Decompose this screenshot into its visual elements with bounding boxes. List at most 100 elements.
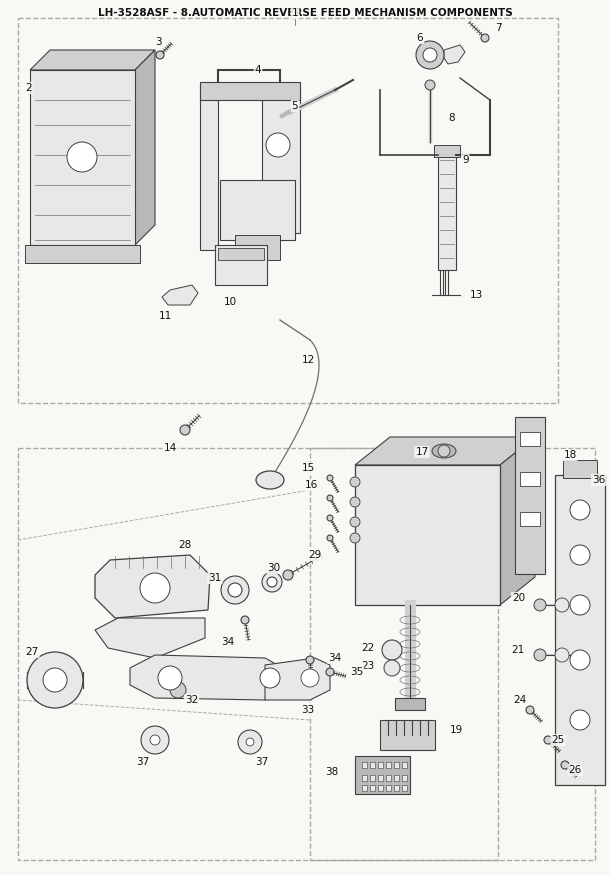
Circle shape <box>327 495 333 501</box>
Bar <box>438 150 456 270</box>
Bar <box>370 785 375 791</box>
Circle shape <box>141 726 169 754</box>
Polygon shape <box>135 50 155 245</box>
Bar <box>355 465 500 605</box>
Bar <box>386 785 391 791</box>
Text: 6: 6 <box>417 33 423 43</box>
Circle shape <box>350 517 360 527</box>
Circle shape <box>306 656 314 664</box>
Text: 4: 4 <box>255 65 261 75</box>
Text: 35: 35 <box>350 667 363 677</box>
Circle shape <box>246 738 254 746</box>
Bar <box>30 70 135 245</box>
Bar <box>394 775 399 781</box>
Polygon shape <box>500 437 535 605</box>
Text: 37: 37 <box>256 757 268 767</box>
Text: 14: 14 <box>163 443 177 453</box>
Circle shape <box>327 515 333 521</box>
Circle shape <box>156 51 164 59</box>
Circle shape <box>350 533 360 543</box>
Bar <box>200 82 300 100</box>
Circle shape <box>170 682 186 698</box>
Text: 38: 38 <box>325 767 338 777</box>
Circle shape <box>238 730 262 754</box>
Text: 1: 1 <box>292 8 298 18</box>
Circle shape <box>67 142 97 172</box>
Circle shape <box>221 576 249 604</box>
Bar <box>370 775 375 781</box>
Circle shape <box>266 133 290 157</box>
Bar <box>402 775 407 781</box>
Text: 20: 20 <box>512 593 525 603</box>
Bar <box>310 448 595 860</box>
Text: 8: 8 <box>448 113 454 123</box>
Circle shape <box>260 668 280 688</box>
Circle shape <box>416 41 444 69</box>
Bar <box>520 472 540 486</box>
Text: 21: 21 <box>512 645 525 655</box>
Text: 16: 16 <box>305 480 318 490</box>
Bar <box>25 245 140 263</box>
Bar <box>262 88 300 233</box>
Bar <box>362 762 367 768</box>
Ellipse shape <box>256 471 284 489</box>
Circle shape <box>327 475 333 481</box>
Circle shape <box>570 500 590 520</box>
Bar <box>362 775 367 781</box>
Polygon shape <box>444 45 465 64</box>
Bar <box>18 18 558 403</box>
Bar <box>394 762 399 768</box>
Bar <box>18 448 498 860</box>
Circle shape <box>570 650 590 670</box>
Text: 34: 34 <box>328 653 341 663</box>
Circle shape <box>382 640 402 660</box>
Bar <box>515 417 545 574</box>
Text: 3: 3 <box>155 37 161 47</box>
Text: 7: 7 <box>495 23 501 33</box>
Circle shape <box>438 445 450 457</box>
Circle shape <box>150 735 160 745</box>
Bar <box>380 720 435 750</box>
Text: 36: 36 <box>592 475 605 485</box>
Text: 18: 18 <box>564 450 576 460</box>
Circle shape <box>27 652 83 708</box>
Polygon shape <box>95 618 205 658</box>
Text: 24: 24 <box>514 695 526 705</box>
Circle shape <box>570 545 590 565</box>
Text: 11: 11 <box>159 311 171 321</box>
Circle shape <box>570 595 590 615</box>
Circle shape <box>534 649 546 661</box>
Circle shape <box>481 34 489 42</box>
Bar <box>395 698 425 710</box>
Circle shape <box>326 668 334 676</box>
Circle shape <box>43 668 67 692</box>
Bar <box>394 785 399 791</box>
Text: 34: 34 <box>221 637 235 647</box>
Text: LH-3528ASF - 8.AUTOMATIC REVERSE FEED MECHANISM COMPONENTS: LH-3528ASF - 8.AUTOMATIC REVERSE FEED ME… <box>98 8 512 18</box>
Text: 9: 9 <box>462 155 468 165</box>
Circle shape <box>555 648 569 662</box>
Circle shape <box>283 570 293 580</box>
Circle shape <box>140 573 170 603</box>
Text: 12: 12 <box>302 355 315 365</box>
Bar <box>235 235 280 260</box>
Bar <box>555 475 605 785</box>
Text: 29: 29 <box>309 550 321 560</box>
Text: 28: 28 <box>178 540 192 550</box>
Circle shape <box>570 710 590 730</box>
Bar <box>215 245 267 285</box>
Text: 2: 2 <box>25 83 32 93</box>
Text: 30: 30 <box>267 563 281 573</box>
Circle shape <box>267 577 277 587</box>
Circle shape <box>241 616 249 624</box>
Bar <box>402 762 407 768</box>
Circle shape <box>425 80 435 90</box>
Circle shape <box>350 477 360 487</box>
Text: 10: 10 <box>223 297 237 307</box>
Text: 26: 26 <box>569 765 581 775</box>
Text: 19: 19 <box>450 725 463 735</box>
Polygon shape <box>95 555 210 618</box>
Text: 5: 5 <box>292 101 298 111</box>
Bar <box>200 85 218 250</box>
Polygon shape <box>30 50 155 70</box>
